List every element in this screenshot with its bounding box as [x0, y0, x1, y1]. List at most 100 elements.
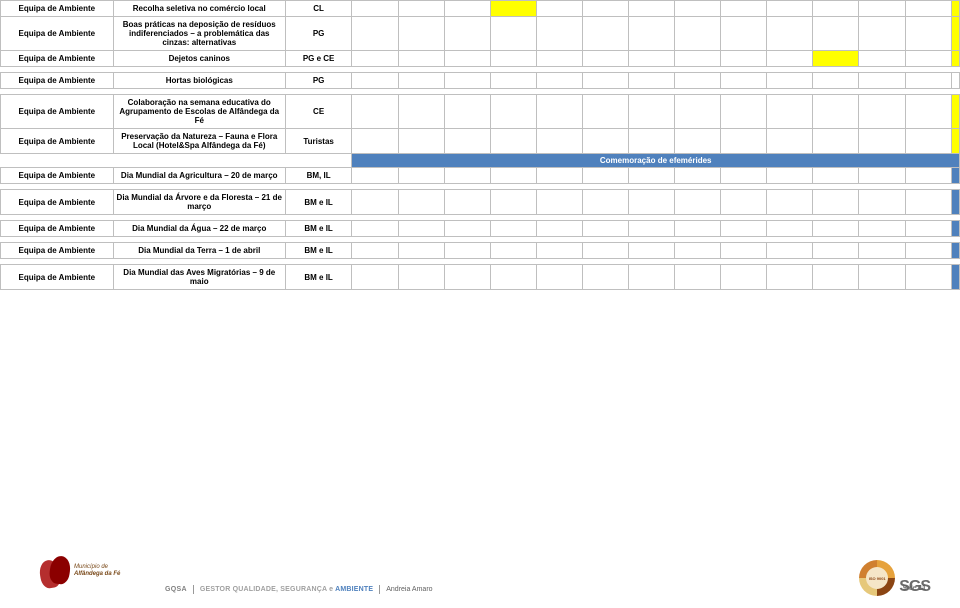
month-cell	[398, 1, 444, 17]
month-cell	[859, 190, 905, 215]
month-cell	[813, 221, 859, 237]
month-cell	[444, 243, 490, 259]
table-row: Equipa de AmbienteRecolha seletiva no co…	[1, 1, 960, 17]
table-row: Equipa de AmbienteDejetos caninosPG e CE	[1, 51, 960, 67]
month-cell	[767, 190, 813, 215]
month-cell	[582, 265, 628, 290]
month-cell	[951, 129, 959, 154]
month-cell	[536, 129, 582, 154]
month-cell	[582, 190, 628, 215]
month-cell	[536, 73, 582, 89]
month-cell	[444, 190, 490, 215]
month-cell	[582, 1, 628, 17]
month-cell	[352, 190, 398, 215]
page-sep: de	[907, 585, 919, 592]
month-cell	[536, 221, 582, 237]
page-footer: Município deAlfândega da Fé GQSA GESTOR …	[0, 548, 960, 598]
month-cell	[675, 221, 721, 237]
code-cell: BM e IL	[285, 265, 352, 290]
month-cell	[859, 243, 905, 259]
month-cell	[490, 51, 536, 67]
month-cell	[813, 73, 859, 89]
footer-divider	[379, 585, 380, 594]
month-cell	[859, 129, 905, 154]
month-cell	[905, 17, 951, 51]
month-cell	[352, 243, 398, 259]
month-cell	[582, 95, 628, 129]
month-cell	[490, 168, 536, 184]
month-cell	[951, 95, 959, 129]
page-number: 9 de 11	[903, 585, 926, 592]
month-cell	[767, 95, 813, 129]
month-cell	[536, 1, 582, 17]
footer-info: GQSA GESTOR QUALIDADE, SEGURANÇA e AMBIE…	[165, 582, 433, 596]
month-cell	[859, 221, 905, 237]
footer-author: Andreia Amaro	[386, 586, 432, 593]
month-cell	[905, 243, 951, 259]
month-cell	[398, 168, 444, 184]
team-cell: Equipa de Ambiente	[1, 73, 114, 89]
month-cell	[444, 17, 490, 51]
description-cell: Dejetos caninos	[113, 51, 285, 67]
month-cell	[951, 190, 959, 215]
month-cell	[628, 95, 674, 129]
month-cell	[582, 73, 628, 89]
month-cell	[536, 190, 582, 215]
month-cell	[444, 168, 490, 184]
month-cell	[813, 51, 859, 67]
month-cell	[628, 17, 674, 51]
month-cell	[813, 17, 859, 51]
month-cell	[490, 1, 536, 17]
code-cell: PG	[285, 17, 352, 51]
team-cell: Equipa de Ambiente	[1, 190, 114, 215]
month-cell	[859, 51, 905, 67]
section-banner-row: Comemoração de efemérides	[1, 154, 960, 168]
description-cell: Colaboração na semana educativa do Agrup…	[113, 95, 285, 129]
month-cell	[859, 73, 905, 89]
month-cell	[352, 17, 398, 51]
code-cell: BM, IL	[285, 168, 352, 184]
month-cell	[859, 168, 905, 184]
month-cell	[536, 265, 582, 290]
table-row: Equipa de AmbienteBoas práticas na depos…	[1, 17, 960, 51]
month-cell	[444, 73, 490, 89]
month-cell	[951, 243, 959, 259]
month-cell	[628, 129, 674, 154]
month-cell	[398, 190, 444, 215]
month-cell	[951, 1, 959, 17]
month-cell	[582, 17, 628, 51]
month-cell	[721, 243, 767, 259]
code-cell: CE	[285, 95, 352, 129]
team-cell: Equipa de Ambiente	[1, 221, 114, 237]
team-cell: Equipa de Ambiente	[1, 95, 114, 129]
table-row: Equipa de AmbienteDia Mundial da Terra –…	[1, 243, 960, 259]
team-cell: Equipa de Ambiente	[1, 17, 114, 51]
month-cell	[813, 129, 859, 154]
month-cell	[675, 17, 721, 51]
month-cell	[721, 95, 767, 129]
description-cell: Dia Mundial das Aves Migratórias – 9 de …	[113, 265, 285, 290]
month-cell	[905, 51, 951, 67]
month-cell	[767, 17, 813, 51]
code-cell: CL	[285, 1, 352, 17]
team-cell: Equipa de Ambiente	[1, 265, 114, 290]
cert-text: ISO 9001	[866, 567, 888, 589]
month-cell	[905, 168, 951, 184]
month-cell	[675, 190, 721, 215]
month-cell	[905, 265, 951, 290]
logo-text: Município deAlfândega da Fé	[74, 564, 120, 577]
description-cell: Dia Mundial da Terra – 1 de abril	[113, 243, 285, 259]
code-cell: PG e CE	[285, 51, 352, 67]
month-cell	[582, 129, 628, 154]
month-cell	[490, 243, 536, 259]
table-row: Equipa de AmbienteDia Mundial da Água – …	[1, 221, 960, 237]
month-cell	[721, 1, 767, 17]
month-cell	[628, 168, 674, 184]
description-cell: Dia Mundial da Agricultura – 20 de março	[113, 168, 285, 184]
month-cell	[536, 51, 582, 67]
description-cell: Boas práticas na deposição de resíduos i…	[113, 17, 285, 51]
month-cell	[721, 73, 767, 89]
month-cell	[675, 168, 721, 184]
month-cell	[582, 243, 628, 259]
month-cell	[352, 221, 398, 237]
